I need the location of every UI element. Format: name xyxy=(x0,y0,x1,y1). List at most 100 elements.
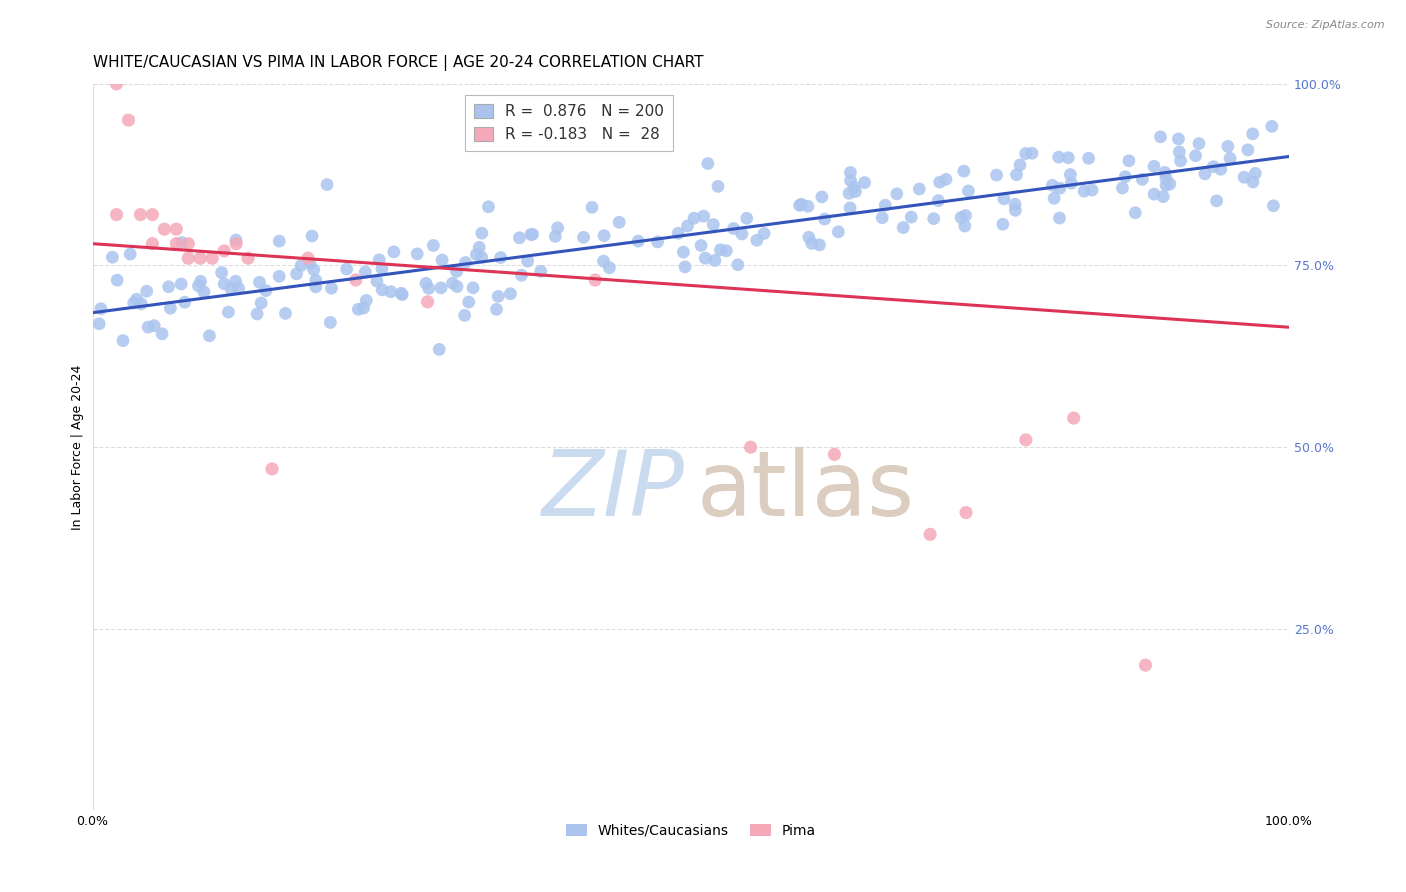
Point xyxy=(336,262,359,277)
Point xyxy=(170,277,193,291)
Point xyxy=(520,227,543,242)
Point xyxy=(583,273,606,287)
Point xyxy=(173,295,195,310)
Point xyxy=(797,230,820,244)
Point xyxy=(1118,153,1140,168)
Point xyxy=(1153,165,1175,179)
Point xyxy=(212,277,235,291)
Point xyxy=(991,217,1014,231)
Point xyxy=(695,251,717,265)
Point xyxy=(683,211,706,226)
Point xyxy=(465,247,488,261)
Point xyxy=(522,227,544,242)
Point xyxy=(993,192,1015,206)
Point xyxy=(117,113,139,128)
Point xyxy=(89,317,111,331)
Point xyxy=(177,251,200,265)
Point xyxy=(228,281,250,295)
Point xyxy=(468,240,491,254)
Point xyxy=(105,208,128,222)
Point xyxy=(477,200,499,214)
Point xyxy=(1015,146,1038,161)
Point xyxy=(260,462,283,476)
Point xyxy=(250,296,273,310)
Point xyxy=(305,280,328,294)
Point xyxy=(1219,151,1241,165)
Text: Source: ZipAtlas.com: Source: ZipAtlas.com xyxy=(1267,20,1385,29)
Point xyxy=(745,233,768,247)
Point xyxy=(1077,151,1099,165)
Point xyxy=(1063,411,1085,425)
Point xyxy=(427,343,450,357)
Point xyxy=(305,273,328,287)
Point xyxy=(1209,162,1232,177)
Point xyxy=(212,244,235,258)
Point xyxy=(453,309,475,323)
Point xyxy=(297,251,319,265)
Point xyxy=(136,320,159,334)
Point xyxy=(673,260,696,274)
Point xyxy=(1008,158,1031,172)
Point xyxy=(707,179,730,194)
Point xyxy=(190,274,212,288)
Point xyxy=(870,211,893,225)
Point xyxy=(1057,151,1080,165)
Point xyxy=(105,273,128,287)
Point xyxy=(471,226,494,240)
Point xyxy=(839,174,862,188)
Point xyxy=(454,255,477,269)
Point xyxy=(354,265,377,279)
Point xyxy=(380,285,402,299)
Point xyxy=(1111,181,1133,195)
Point xyxy=(838,186,860,201)
Point xyxy=(1049,211,1071,225)
Point xyxy=(953,164,976,178)
Point xyxy=(446,279,468,293)
Point xyxy=(201,251,224,265)
Point xyxy=(953,219,976,233)
Text: ZIP: ZIP xyxy=(541,447,685,534)
Point xyxy=(790,197,813,211)
Point xyxy=(269,269,291,284)
Point xyxy=(225,274,247,288)
Point xyxy=(875,198,897,212)
Point xyxy=(321,281,343,295)
Point xyxy=(1159,177,1181,191)
Point xyxy=(316,178,339,192)
Point xyxy=(823,447,845,461)
Point xyxy=(1170,153,1192,168)
Point xyxy=(246,307,269,321)
Point xyxy=(1194,167,1216,181)
Point xyxy=(131,297,153,311)
Point xyxy=(371,283,394,297)
Point xyxy=(1047,150,1070,164)
Point xyxy=(344,273,367,287)
Point xyxy=(647,235,669,249)
Point xyxy=(927,194,949,208)
Point xyxy=(1135,658,1157,673)
Point xyxy=(193,285,215,299)
Point xyxy=(165,236,187,251)
Point xyxy=(485,302,508,317)
Point xyxy=(1073,184,1095,198)
Point xyxy=(752,227,775,241)
Point xyxy=(1114,169,1136,184)
Point xyxy=(1005,168,1028,182)
Point xyxy=(814,212,837,227)
Point xyxy=(254,284,277,298)
Point xyxy=(950,211,973,225)
Point xyxy=(598,260,620,275)
Point xyxy=(135,284,157,298)
Point xyxy=(955,209,977,223)
Point xyxy=(382,244,405,259)
Point xyxy=(499,286,522,301)
Point xyxy=(692,209,714,223)
Point xyxy=(853,176,876,190)
Point xyxy=(143,318,166,333)
Point xyxy=(366,274,388,288)
Point xyxy=(572,230,595,244)
Point xyxy=(740,440,762,454)
Point xyxy=(249,275,271,289)
Point xyxy=(842,180,865,194)
Point xyxy=(471,250,494,264)
